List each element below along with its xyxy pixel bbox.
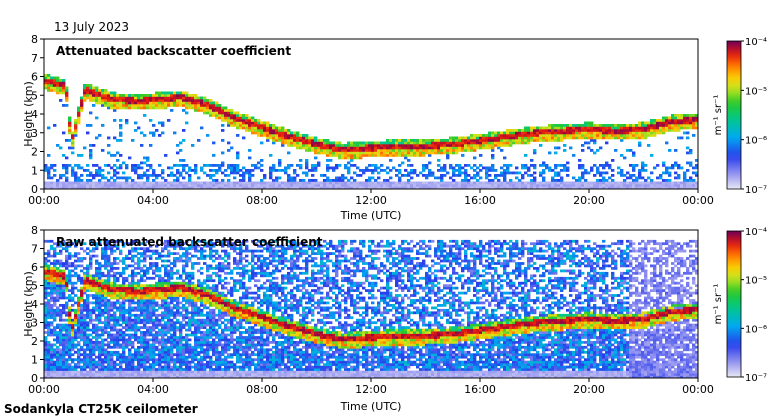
- colorbar-tick-label: 10⁻⁶: [745, 324, 767, 335]
- x-tick-label: 20:00: [573, 194, 605, 207]
- y-tick-label: 1: [31, 164, 38, 177]
- y-tick-label: 5: [31, 89, 38, 102]
- y-tick-label: 1: [31, 354, 38, 367]
- y-tick-label: 6: [31, 71, 38, 84]
- y-tick-label: 3: [31, 127, 38, 140]
- y-tick-label: 3: [31, 317, 38, 330]
- colorbar-tick-label: 10⁻⁴: [745, 37, 767, 48]
- x-tick-label: 04:00: [137, 194, 169, 207]
- heatmap-cells: [44, 239, 699, 379]
- panel-title: Raw attenuated backscatter coefficient: [56, 235, 323, 249]
- y-axis-label: Height (km): [22, 271, 35, 337]
- x-tick-label: 16:00: [464, 194, 496, 207]
- y-tick-label: 6: [31, 261, 38, 274]
- y-tick-label: 8: [31, 224, 38, 237]
- colorbar-tick-label: 10⁻⁴: [745, 227, 767, 238]
- y-tick-label: 8: [31, 33, 38, 46]
- panel-2: 0 1 2 3 4 5 6 7 8 00:00 04:00 08:00 12:00 16:00 20:00 0…: [22, 224, 767, 413]
- colorbar: [726, 230, 742, 378]
- colorbar-tick-label: 10⁻⁵: [745, 276, 767, 287]
- x-tick-label: 12:00: [355, 194, 387, 207]
- x-tick-label: 16:00: [464, 383, 496, 396]
- panel-title: Attenuated backscatter coefficient: [56, 44, 291, 58]
- colorbar-tick-label: 10⁻⁵: [745, 86, 767, 97]
- panel-1: 0 1 2 3 4 5 6 7 8 00:00 04:00 08:00 12:00 16:00 20:00 0…: [22, 33, 767, 222]
- colorbar: [726, 40, 742, 190]
- y-tick-label: 4: [31, 108, 38, 121]
- y-tick-label: 2: [31, 146, 38, 159]
- y-tick-label: 5: [31, 280, 38, 293]
- instrument-label: Sodankyla CT25K ceilometer: [4, 402, 198, 416]
- date-label: 13 July 2023: [54, 20, 130, 34]
- colorbar-tick-label: 10⁻⁷: [745, 373, 767, 384]
- y-tick-label: 7: [31, 52, 38, 65]
- x-tick-label: 04:00: [137, 383, 169, 396]
- y-tick-label: 4: [31, 298, 38, 311]
- x-tick-label: 00:00: [682, 194, 714, 207]
- x-tick-label: 00:00: [682, 383, 714, 396]
- y-axis-label: Height (km): [22, 81, 35, 147]
- x-axis-label: Time (UTC): [340, 400, 402, 413]
- x-tick-label: 00:00: [28, 194, 60, 207]
- colorbar-unit-label: m⁻¹ sr⁻¹: [713, 95, 724, 136]
- x-tick-label: 12:00: [355, 383, 387, 396]
- colorbar-tick-label: 10⁻⁷: [745, 185, 767, 196]
- heatmap-cells: [44, 74, 699, 190]
- y-tick-label: 2: [31, 335, 38, 348]
- colorbar-tick-label: 10⁻⁶: [745, 136, 767, 147]
- x-tick-label: 08:00: [246, 194, 278, 207]
- x-tick-label: 20:00: [573, 383, 605, 396]
- x-tick-label: 00:00: [28, 383, 60, 396]
- x-axis-label: Time (UTC): [340, 209, 402, 222]
- colorbar-unit-label: m⁻¹ sr⁻¹: [713, 284, 724, 325]
- y-tick-label: 0: [31, 183, 38, 196]
- y-tick-label: 0: [31, 372, 38, 385]
- y-tick-label: 7: [31, 243, 38, 256]
- x-tick-label: 08:00: [246, 383, 278, 396]
